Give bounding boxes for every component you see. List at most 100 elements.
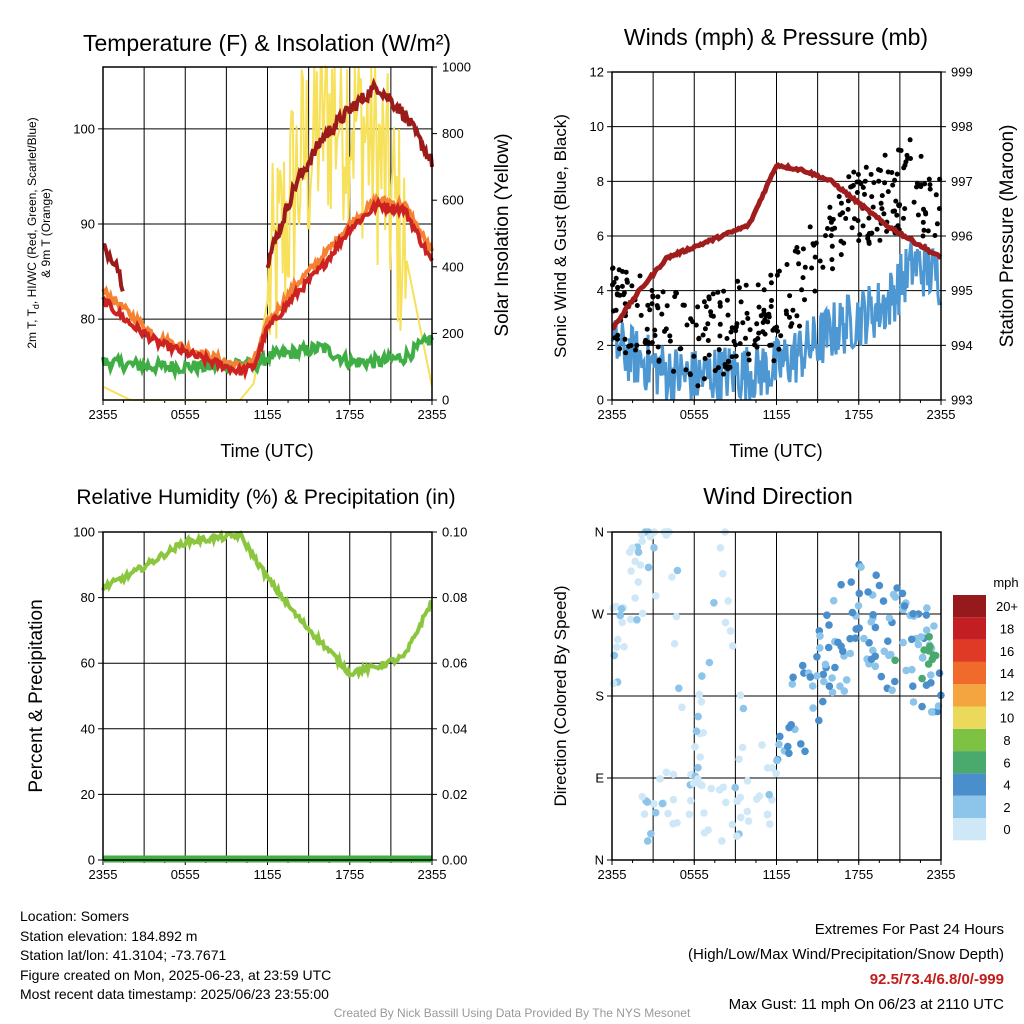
direction-point (719, 783, 728, 792)
gust-point (622, 336, 628, 342)
direction-point (847, 578, 855, 586)
gust-point (870, 204, 876, 210)
direction-point (633, 616, 641, 624)
temperature-chart: Temperature (F) & Insolation (W/m²) 80 90 1… (25, 30, 513, 461)
direction-point (700, 809, 708, 817)
direction-point (772, 769, 780, 778)
direction-point (884, 637, 892, 645)
direction-point (925, 633, 933, 641)
gust-point (660, 289, 666, 295)
y2-tick-label: 0.06 (442, 656, 467, 671)
direction-point (855, 589, 864, 598)
gust-point (915, 212, 921, 218)
gust-point (712, 368, 718, 374)
gust-point (746, 357, 752, 363)
direction-point (816, 632, 824, 640)
direction-point (924, 660, 933, 668)
gust-point (862, 191, 867, 197)
y2-tick-label: 1000 (442, 60, 471, 75)
gust-point (743, 282, 749, 288)
legend-swatch (953, 818, 986, 841)
gust-point (702, 356, 708, 361)
direction-point (689, 779, 698, 787)
direction-point (673, 566, 682, 575)
gust-point (788, 323, 794, 329)
direction-point (736, 691, 745, 699)
direction-point (646, 533, 655, 541)
gust-point (725, 312, 731, 318)
gust-point (647, 307, 653, 313)
y-tick-label: 10 (590, 119, 604, 134)
gust-point (850, 183, 856, 188)
plot-frame (102, 66, 433, 401)
gust-point (795, 249, 801, 255)
gust-point (903, 159, 909, 165)
direction-point (627, 567, 635, 575)
direction-point (691, 743, 699, 751)
direction-point (758, 741, 766, 749)
y-tick-label: 40 (81, 721, 95, 736)
x-tick-label: 1155 (763, 867, 791, 882)
direction-point (889, 590, 898, 599)
direction-point (728, 820, 737, 829)
direction-point (785, 749, 793, 758)
gust-point (857, 232, 863, 238)
direction-point (719, 570, 727, 578)
y-tick-label: 100 (73, 121, 95, 136)
gust-point (926, 176, 932, 182)
gust-point (778, 333, 784, 339)
direction-point (651, 808, 660, 817)
direction-point (837, 580, 845, 589)
direction-point (775, 740, 783, 749)
direction-point (926, 642, 934, 651)
gust-point (882, 180, 888, 186)
station-elevation: Station elevation: 184.892 m (20, 927, 198, 944)
direction-point (694, 763, 702, 772)
gust-point (652, 333, 658, 338)
gust-point (784, 311, 789, 317)
x-tick-label: 1755 (844, 407, 873, 422)
legend-swatch (953, 751, 986, 774)
y2-tick-label: 400 (442, 259, 464, 274)
gust-point (762, 331, 768, 337)
gust-point (690, 319, 696, 325)
y-tick-label: E (595, 771, 604, 786)
gust-point (737, 341, 743, 347)
direction-point (867, 618, 875, 626)
y-tick-label: 4 (597, 283, 604, 298)
gust-point (860, 223, 866, 229)
y2-tick-label: 0.08 (442, 590, 467, 605)
x-tick-label: 0555 (680, 867, 709, 882)
gust-point (885, 189, 891, 195)
y-tick-label: 6 (597, 229, 604, 244)
gust-point (901, 215, 906, 221)
gust-point (820, 264, 826, 270)
direction-point (809, 704, 817, 712)
gust-point (812, 254, 818, 260)
extremes-subtitle: (High/Low/Max Wind/Precipitation/Snow De… (688, 946, 1004, 963)
direction-point (743, 777, 752, 785)
gust-point (638, 312, 644, 318)
direction-point (787, 721, 795, 729)
gust-point (810, 241, 816, 247)
direction-point (675, 684, 683, 693)
gust-point (918, 153, 924, 159)
y-tick-label: N (595, 525, 604, 540)
direction-point (816, 644, 824, 652)
gust-point (866, 215, 872, 221)
y2-tick-label: 997 (951, 174, 973, 189)
gust-point (728, 329, 734, 335)
direction-point (891, 677, 899, 686)
gust-point (800, 275, 806, 281)
legend-label: 10 (1000, 711, 1014, 726)
gust-point (716, 347, 722, 353)
direction-point (686, 796, 695, 805)
direction-point (819, 670, 828, 679)
gust-point (934, 221, 940, 227)
gust-point (645, 302, 651, 308)
legend-title: mph (993, 575, 1018, 590)
x-tick-label: 0555 (680, 407, 709, 422)
direction-point (638, 537, 646, 545)
gust-point (701, 376, 707, 382)
